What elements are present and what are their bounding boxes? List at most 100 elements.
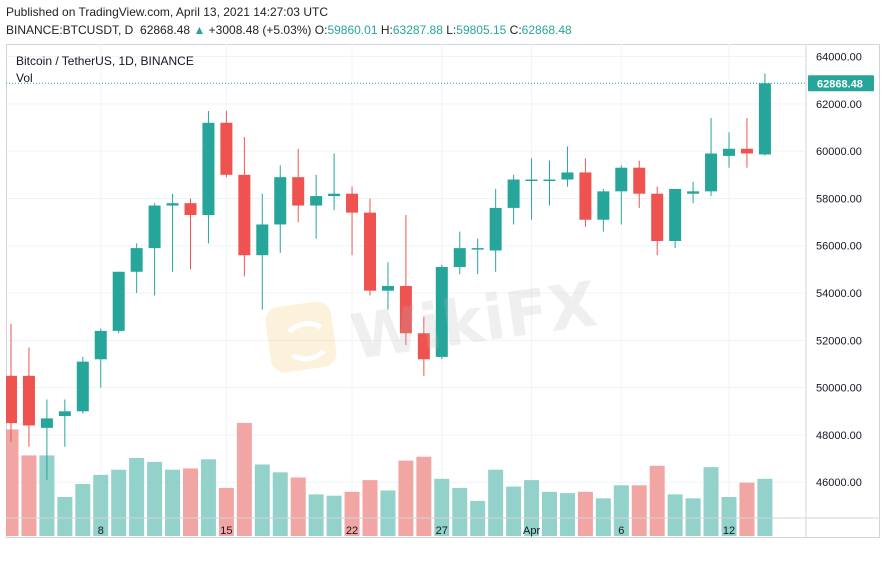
change-arrow-icon: ▲ bbox=[193, 23, 206, 37]
volume-bar bbox=[147, 461, 163, 536]
candle-body bbox=[6, 375, 17, 424]
candle-body bbox=[184, 203, 197, 216]
candle bbox=[435, 264, 448, 360]
candle bbox=[579, 158, 592, 227]
close-value: 62868.48 bbox=[521, 23, 572, 37]
candle bbox=[364, 198, 376, 296]
volume-bar bbox=[75, 484, 91, 536]
candle bbox=[130, 243, 143, 294]
volume-bars bbox=[6, 422, 773, 536]
volume-bar bbox=[524, 480, 540, 536]
volume-bar bbox=[218, 487, 234, 536]
volume-bar bbox=[39, 455, 55, 536]
candle bbox=[58, 399, 71, 447]
volume-bar bbox=[595, 498, 611, 536]
high-value: 63287.88 bbox=[392, 23, 443, 37]
candle bbox=[148, 203, 161, 296]
candle-body bbox=[58, 411, 71, 417]
candle-body bbox=[453, 248, 466, 268]
last-price-label: 62868.48 bbox=[817, 78, 863, 90]
candle-body bbox=[543, 179, 556, 182]
candle-body bbox=[561, 172, 574, 180]
chart-title: Bitcoin / TetherUS, 1D, BINANCE bbox=[16, 54, 194, 68]
candle bbox=[184, 198, 197, 270]
price-tick-label: 58000.00 bbox=[816, 193, 862, 205]
volume-bar bbox=[559, 493, 575, 536]
candle bbox=[274, 165, 287, 253]
time-tick-label: 12 bbox=[723, 525, 735, 537]
candle-body bbox=[220, 122, 233, 175]
candle-body bbox=[417, 333, 430, 360]
time-tick-label: 6 bbox=[618, 525, 624, 537]
candle bbox=[328, 153, 341, 211]
candle bbox=[417, 316, 430, 376]
volume-bar bbox=[129, 458, 145, 536]
volume-bar bbox=[111, 469, 127, 536]
volume-bar bbox=[649, 465, 665, 536]
volume-bar bbox=[757, 478, 773, 536]
candle bbox=[471, 238, 484, 275]
candle-body bbox=[651, 193, 664, 242]
candle-body bbox=[399, 285, 412, 334]
candle bbox=[6, 323, 17, 443]
price-tick-label: 60000.00 bbox=[816, 146, 862, 158]
volume-bar bbox=[685, 498, 701, 536]
open-label: O: bbox=[314, 23, 328, 37]
price-tick-label: 50000.00 bbox=[816, 383, 862, 395]
candle-body bbox=[130, 248, 143, 272]
volume-label: Vol bbox=[16, 71, 33, 85]
candle bbox=[220, 110, 233, 178]
time-axis[interactable]: 8 15 22 27 Apr 6 12 bbox=[6, 517, 880, 537]
candle bbox=[669, 188, 682, 249]
time-tick-label: 15 bbox=[220, 525, 232, 537]
candle-body bbox=[381, 285, 394, 291]
time-tick-label: 27 bbox=[436, 525, 448, 537]
low-label: L: bbox=[446, 23, 457, 37]
candle bbox=[381, 262, 394, 310]
candle-body bbox=[687, 191, 700, 194]
candle-body bbox=[256, 224, 269, 256]
volume-bar bbox=[93, 474, 109, 536]
volume-bar bbox=[200, 459, 216, 536]
candle bbox=[615, 165, 628, 225]
candle bbox=[346, 186, 359, 256]
candle-body bbox=[597, 191, 610, 220]
volume-bar bbox=[183, 468, 198, 536]
price-axis[interactable]: 46000.00 48000.00 50000.00 52000.00 54000.00… bbox=[805, 44, 874, 538]
published-line: Published on TradingView.com, April 13, … bbox=[6, 5, 328, 19]
volume-bar bbox=[613, 485, 629, 536]
ohlc-line: BINANCE:BTCUSDT, D 62868.48 ▲ +3008.48 (… bbox=[6, 23, 572, 37]
change-value: +3008.48 (+5.03%) bbox=[208, 23, 312, 37]
candle-body bbox=[615, 167, 628, 192]
candle-body bbox=[346, 193, 359, 213]
volume-bar bbox=[6, 429, 19, 536]
candle-body bbox=[435, 267, 448, 357]
candle bbox=[758, 73, 771, 156]
time-tick-label: Apr bbox=[523, 525, 540, 537]
volume-bar bbox=[290, 477, 306, 536]
candle-body bbox=[328, 193, 341, 197]
candle bbox=[723, 132, 735, 168]
volume-bar bbox=[631, 485, 647, 536]
volume-bar bbox=[344, 491, 360, 536]
candle-body bbox=[507, 179, 520, 208]
price-chart[interactable]: 46000.00 48000.00 50000.00 52000.00 54000.00… bbox=[6, 44, 880, 538]
candle bbox=[292, 148, 305, 223]
candle bbox=[740, 118, 753, 168]
last-price: 62868.48 bbox=[140, 23, 191, 37]
candles bbox=[6, 73, 771, 480]
candle-body bbox=[274, 177, 287, 225]
volume-bar bbox=[416, 456, 432, 536]
candle-body bbox=[292, 177, 305, 206]
candle bbox=[561, 146, 574, 187]
time-tick-label: 22 bbox=[346, 525, 358, 537]
open-value: 59860.01 bbox=[327, 23, 378, 37]
volume-bar bbox=[506, 486, 522, 536]
candle-body bbox=[76, 361, 89, 412]
candle-body bbox=[22, 375, 35, 426]
candle-body bbox=[723, 148, 735, 156]
volume-bar bbox=[667, 494, 683, 536]
candle-body bbox=[669, 188, 682, 242]
price-tick-label: 48000.00 bbox=[816, 430, 862, 442]
volume-bar bbox=[236, 422, 252, 536]
